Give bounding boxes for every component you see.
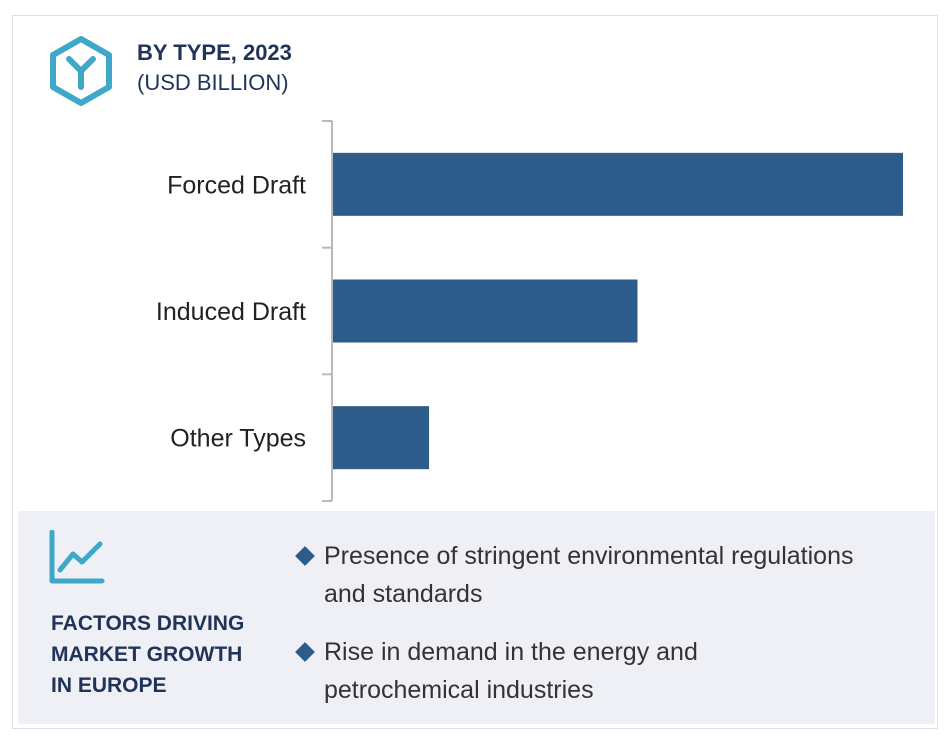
factors-title: FACTORS DRIVING MARKET GROWTH IN EUROPE [51,612,245,697]
trend-chart-icon [49,530,105,584]
category-label: Induced Draft [156,298,306,326]
factor-text: Rise in demand in the energy and petroch… [324,638,698,704]
hexagon-y-icon [50,36,112,106]
bar-forced-draft [333,152,903,216]
bar-other-types [333,406,430,470]
category-label: Other Types [170,425,306,453]
category-label: Forced Draft [167,171,306,199]
chart-subtitle: (USD BILLION) [137,70,289,95]
factor-item: Rise in demand in the energy and petroch… [295,633,858,709]
chart-title: BY TYPE, 2023 [137,40,292,65]
factor-item: Presence of stringent environmental regu… [295,537,858,613]
factor-text: Presence of stringent environmental regu… [324,542,854,608]
bar-induced-draft [333,279,638,343]
factors-panel [18,511,935,724]
